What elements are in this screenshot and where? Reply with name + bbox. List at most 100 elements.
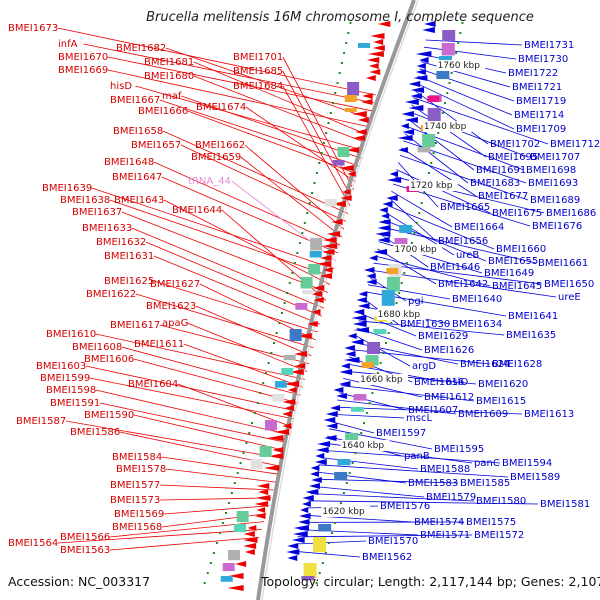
guide-dot [420,202,423,204]
right-gene-label: BMEI1709 [516,124,566,135]
forward-gene-arrow [315,261,332,267]
left-leader-line [133,414,286,451]
reverse-gene-arrow [315,447,329,453]
guide-dot [371,392,374,394]
right-leader-line [295,540,367,545]
backbone-shadow [261,0,419,600]
right-leader-line [293,550,361,558]
reverse-gene-arrow [345,351,356,357]
left-leader-line [135,293,314,349]
left-gene-label: BMEI1625 [104,276,154,287]
forward-gene-arrow [357,117,369,123]
left-gene-label: BMEI1603 [36,361,86,372]
left-gene-label: BMEI1701 [233,52,283,63]
reverse-gene-arrow [314,459,327,465]
left-leader-line [85,365,297,412]
guide-dot [418,212,421,214]
guide-dot [354,452,357,454]
reverse-gene-arrow [386,177,402,183]
right-gene-label: BMEI1570 [368,536,418,547]
feature-block-right [422,134,436,148]
left-leader-line [162,130,349,214]
right-gene-label: BMEI1689 [530,195,580,206]
guide-dot [333,522,336,524]
guide-dot [239,462,242,464]
forward-gene-arrow [365,75,376,81]
right-gene-label: BMEI1722 [508,68,558,79]
left-leader-line [107,56,373,112]
guide-dot [351,462,354,464]
feature-block-left [344,108,357,113]
left-gene-label: BMEI1657 [131,140,181,151]
right-gene-label: BMEI1707 [530,152,580,163]
forward-gene-arrow [360,99,373,105]
guide-dot [432,152,435,154]
right-leader-line [310,493,475,502]
left-leader-line [161,456,279,475]
left-leader-line [95,389,290,436]
guide-dot [242,452,245,454]
guide-dot [446,92,449,94]
right-gene-label: BMEI1695 [488,152,538,163]
left-leader-line [57,27,376,96]
right-gene-labels: BMEI1731 BMEI1730 BMEI1722 BMEI1721 BMEI1719… [362,40,600,563]
right-leader-line [337,399,457,415]
left-gene-label: BMEI1637 [72,207,122,218]
right-gene-label: BMEI1665 [440,202,490,213]
forward-gene-arrow [269,453,284,459]
reverse-gene-arrow [410,87,425,93]
tick-label-background [359,374,408,385]
forward-gene-arrow [323,267,333,273]
forward-gene-arrow [368,51,384,57]
left-gene-label: BMEI1639 [42,183,92,194]
right-gene-label: BMEI1698 [526,165,576,176]
chromosome-backbone [256,0,416,600]
reverse-gene-arrow [400,123,409,129]
guide-dot [347,32,350,34]
reverse-gene-arrow [299,513,311,519]
forward-gene-arrow [310,291,323,297]
left-leader-line [183,343,303,388]
forward-gene-arrow [330,201,346,207]
feature-block-right [345,433,359,442]
reverse-gene-arrow [369,255,378,261]
reverse-gene-arrow [379,207,388,213]
guide-dot [382,352,385,354]
forward-gene-arrow [377,21,391,27]
highlight-feature [427,96,440,102]
feature-block-left [265,420,278,431]
left-leader-line [159,484,274,491]
reverse-gene-arrow [298,519,310,525]
feature-block-left [332,160,345,166]
guide-dot [336,82,339,84]
right-gene-label: BMEI1731 [524,40,574,51]
guide-dot [296,252,299,254]
right-gene-label: hslO [446,377,468,388]
reverse-gene-arrow [416,69,426,75]
left-leader-line [240,156,343,238]
guide-dot [283,302,286,304]
feature-block-left [283,355,296,361]
left-leader-line [161,513,267,528]
kbp-tick-label: 1740 kbp [424,122,467,132]
forward-gene-arrow [369,69,381,75]
guide-dot [325,132,328,134]
left-leader-line [91,187,335,270]
guide-dot [236,472,239,474]
right-leader-line [385,212,455,256]
left-gene-label: maf [162,91,182,102]
forward-gene-arrow [243,537,258,543]
feature-block-right [301,576,315,581]
right-gene-label: BMEI1620 [478,379,528,390]
forward-gene-arrow [311,309,321,315]
forward-gene-arrow [339,165,354,171]
right-gene-label: BMEI1646 [430,262,480,273]
right-gene-label: ureE [558,292,581,303]
feature-block-right [417,147,431,153]
right-gene-label: panC [474,458,500,469]
left-leader-line [165,468,276,483]
left-gene-label: BMEI1591 [50,398,100,409]
reverse-gene-arrow [401,111,414,117]
forward-gene-arrow [307,321,318,327]
